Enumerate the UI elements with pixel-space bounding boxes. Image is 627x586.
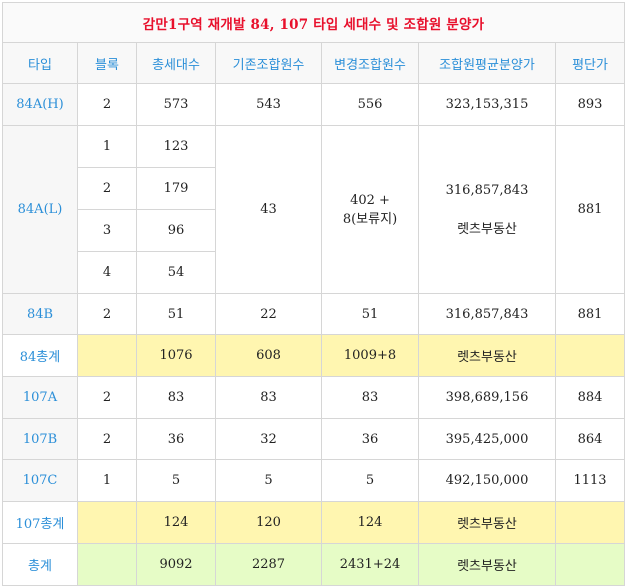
- table-row: 4 54: [3, 251, 625, 294]
- changed-members-cell: 2431+24: [321, 543, 419, 586]
- table-row: 84B 2 51 22 51 316,857,843 881: [2, 293, 626, 335]
- total-units-cell: 124: [136, 501, 216, 544]
- total-units-cell: 9092: [136, 543, 216, 586]
- changed-members-cell: 83: [321, 376, 419, 419]
- type-cell: 107총계: [2, 501, 78, 544]
- avg-price-cell: 316,857,843 렛츠부동산: [418, 125, 556, 294]
- price-per-pyeong-cell: [554, 334, 626, 377]
- prev-members-cell: 120: [215, 501, 322, 544]
- avg-price-cell: 렛츠부동산: [418, 543, 556, 586]
- block-cell: 2: [77, 83, 137, 126]
- table-row: 107C 1 5 5 5 492,150,000 1113: [2, 459, 626, 502]
- header-block: 블록: [77, 42, 137, 84]
- block-cell: 2: [77, 167, 137, 210]
- changed-members-cell: 556: [321, 83, 419, 126]
- type-cell: 84총계: [2, 334, 78, 377]
- table-row: 2 179: [3, 167, 625, 210]
- prev-members-cell: 608: [215, 334, 322, 377]
- header-total-units: 총세대수: [136, 42, 216, 84]
- type-cell: 107B: [2, 418, 78, 460]
- price-per-pyeong-cell: [554, 501, 626, 544]
- changed-members-cell: 1009+8: [321, 334, 419, 377]
- table-row: 3 96: [3, 209, 625, 252]
- subtotal-row-84: 84총계 1076 608 1009+8 렛츠부동산: [2, 334, 626, 377]
- avg-price-cell: 492,150,000: [418, 459, 556, 502]
- total-units-cell: 179: [136, 167, 216, 210]
- block-cell: [77, 543, 137, 586]
- changed-members-line2: 8(보류지): [342, 211, 398, 227]
- changed-members-cell: 36: [321, 418, 419, 460]
- type-cell: 84B: [2, 293, 78, 335]
- block-cell: 2: [77, 376, 137, 419]
- avg-price-cell: 395,425,000: [418, 418, 556, 460]
- total-units-cell: 573: [136, 83, 216, 126]
- price-per-pyeong-cell: 864: [554, 418, 626, 460]
- header-avg-price: 조합원평균분양가: [418, 42, 556, 84]
- title-row: 감만1구역 재개발 84, 107 타입 세대수 및 조합원 분양가: [1, 2, 626, 43]
- avg-price-cell: 렛츠부동산: [418, 334, 556, 377]
- table-row: 84A(L) 1 123 43 402 + 8(보류지) 316,857,843…: [2, 125, 626, 294]
- type-cell: 107C: [2, 459, 78, 502]
- price-per-pyeong-cell: 884: [554, 376, 626, 419]
- type-cell: 84A(L): [2, 125, 78, 294]
- total-units-cell: 83: [136, 376, 216, 419]
- total-units-cell: 54: [136, 251, 216, 294]
- price-per-pyeong-cell: 881: [554, 125, 626, 294]
- block-cell: 2: [77, 293, 137, 335]
- header-prev-members: 기존조합원수: [215, 42, 322, 84]
- total-units-cell: 1076: [136, 334, 216, 377]
- avg-price-note: 렛츠부동산: [457, 221, 517, 237]
- prev-members-cell: 32: [215, 418, 322, 460]
- avg-price-cell: 398,689,156: [418, 376, 556, 419]
- total-units-cell: 5: [136, 459, 216, 502]
- total-units-cell: 96: [136, 209, 216, 252]
- changed-members-cell: 51: [321, 293, 419, 335]
- header-type: 타입: [2, 42, 78, 84]
- price-per-pyeong-cell: 893: [554, 83, 626, 126]
- price-per-pyeong-cell: 1113: [554, 459, 626, 502]
- subtotal-row-107: 107총계 124 120 124 렛츠부동산: [2, 501, 626, 544]
- total-units-cell: 36: [136, 418, 216, 460]
- table-row: 84A(H) 2 573 543 556 323,153,315 893: [2, 83, 626, 126]
- avg-price-value: 316,857,843: [445, 182, 529, 198]
- avg-price-cell: 323,153,315: [418, 83, 556, 126]
- grand-total-row: 총계 9092 2287 2431+24 렛츠부동산: [2, 543, 626, 586]
- avg-price-cell: 316,857,843: [418, 293, 556, 335]
- header-changed-members: 변경조합원수: [321, 42, 419, 84]
- prev-members-cell: 543: [215, 83, 322, 126]
- block-cell: 4: [77, 251, 137, 294]
- type-cell: 107A: [2, 376, 78, 419]
- total-units-cell: 51: [136, 293, 216, 335]
- header-price-per-pyeong: 평단가: [554, 42, 626, 84]
- header-row: 타입 블록 총세대수 기존조합원수 변경조합원수 조합원평균분양가 평단가: [2, 42, 626, 84]
- table-title: 감만1구역 재개발 84, 107 타입 세대수 및 조합원 분양가: [1, 2, 626, 43]
- prev-members-cell: 43: [215, 125, 322, 294]
- prev-members-cell: 2287: [215, 543, 322, 586]
- prev-members-cell: 22: [215, 293, 322, 335]
- block-cell: [77, 501, 137, 544]
- block-cell: [77, 334, 137, 377]
- table-row: 107A 2 83 83 83 398,689,156 884: [2, 376, 626, 419]
- block-cell: 1: [77, 125, 137, 168]
- block-cell: 2: [77, 418, 137, 460]
- price-per-pyeong-cell: [554, 543, 626, 586]
- price-per-pyeong-cell: 881: [554, 293, 626, 335]
- prev-members-cell: 83: [215, 376, 322, 419]
- type-cell: 84A(H): [2, 83, 78, 126]
- prev-members-cell: 5: [215, 459, 322, 502]
- type-cell: 총계: [2, 543, 78, 586]
- block-cell: 1: [77, 459, 137, 502]
- table-row: 107B 2 36 32 36 395,425,000 864: [2, 418, 626, 460]
- changed-members-cell: 124: [321, 501, 419, 544]
- changed-members-line1: 402 +: [350, 192, 390, 208]
- changed-members-cell: 5: [321, 459, 419, 502]
- avg-price-cell: 렛츠부동산: [418, 501, 556, 544]
- block-cell: 3: [77, 209, 137, 252]
- total-units-cell: 123: [136, 125, 216, 168]
- changed-members-cell: 402 + 8(보류지): [321, 125, 419, 294]
